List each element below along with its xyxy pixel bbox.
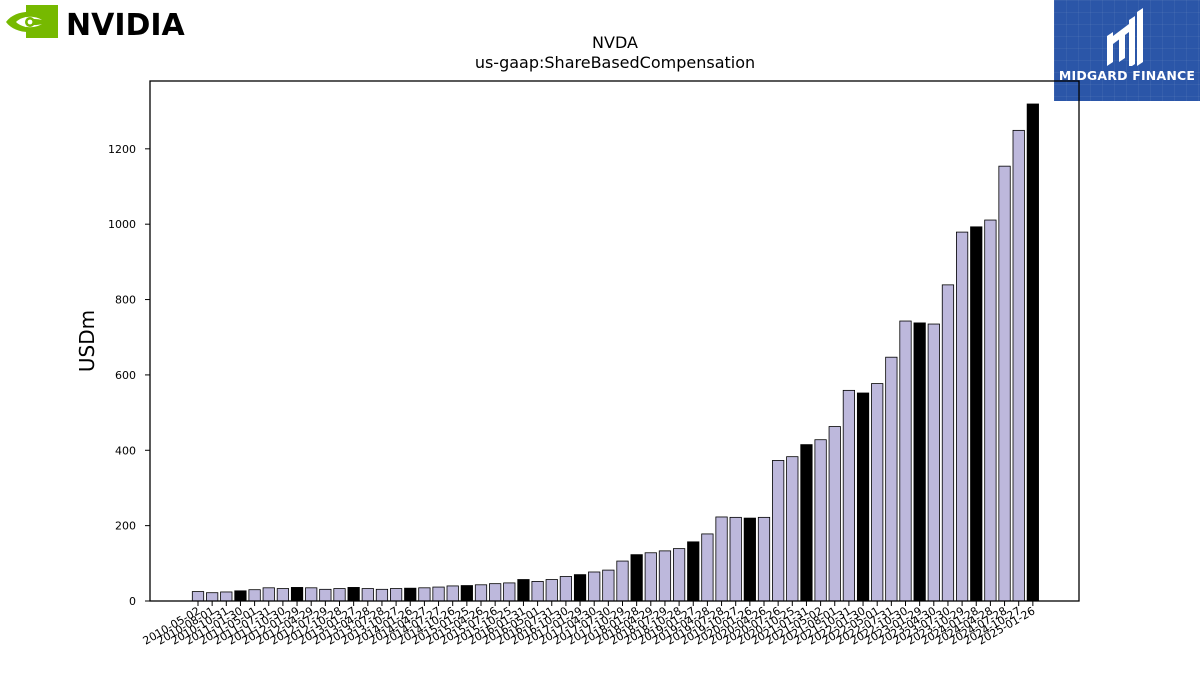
nvidia-eye-icon: NVIDIA xyxy=(6,5,186,43)
bar xyxy=(871,383,884,602)
chart-title: NVDA xyxy=(592,33,638,52)
bar xyxy=(616,560,629,602)
midgard-mark-icon xyxy=(1107,8,1143,66)
bar xyxy=(517,579,530,602)
y-axis-label: USDm xyxy=(75,310,99,372)
bar xyxy=(573,574,587,602)
midgard-finance-logo: MIDGARD FINANCE xyxy=(1054,0,1200,101)
bar xyxy=(814,439,827,602)
bar xyxy=(772,460,785,602)
y-tick-label: 1200 xyxy=(108,143,136,156)
bar xyxy=(984,219,997,602)
bar xyxy=(432,586,445,602)
plot-frame xyxy=(149,80,1080,602)
bar xyxy=(956,231,969,602)
bar xyxy=(602,569,615,602)
bar xyxy=(290,587,304,602)
bar xyxy=(489,583,502,602)
bar xyxy=(687,541,700,602)
bar xyxy=(842,389,856,602)
bar xyxy=(206,592,219,602)
bar xyxy=(970,226,983,602)
bars-group xyxy=(191,103,1039,602)
bar xyxy=(828,426,841,602)
bar xyxy=(786,456,799,602)
y-axis-ticks: 0 200 400 600 800 1000 1200 xyxy=(108,143,150,608)
bar xyxy=(927,323,940,602)
bar xyxy=(347,587,360,602)
bar xyxy=(743,517,756,602)
bar xyxy=(305,587,318,602)
bar xyxy=(234,590,247,602)
bar xyxy=(375,588,389,602)
bar xyxy=(856,392,870,602)
bar xyxy=(701,533,714,602)
bar xyxy=(913,322,926,602)
bar xyxy=(319,588,332,602)
bar xyxy=(474,584,488,602)
bar xyxy=(729,516,742,602)
nvidia-logo: NVIDIA xyxy=(4,3,196,43)
bar xyxy=(446,585,459,602)
bar xyxy=(1026,103,1039,602)
bar xyxy=(191,591,205,602)
nvidia-wordmark: NVIDIA xyxy=(66,8,186,41)
bar xyxy=(559,576,573,602)
bar xyxy=(248,589,261,602)
bar xyxy=(276,588,290,602)
y-tick-label: 800 xyxy=(115,294,136,307)
bar xyxy=(361,588,374,602)
bar xyxy=(220,591,233,602)
bar xyxy=(460,585,473,602)
bar xyxy=(644,552,657,602)
chart-subtitle: us-gaap:ShareBasedCompensation xyxy=(475,53,755,72)
bar xyxy=(545,579,558,602)
y-tick-label: 0 xyxy=(129,595,136,608)
bar xyxy=(885,356,898,602)
x-axis-ticks: 2010-05-022010-08-012010-10-312011-01-30… xyxy=(141,601,1037,648)
bar xyxy=(262,587,275,602)
bar xyxy=(998,165,1011,602)
midgard-finance-name: MIDGARD FINANCE xyxy=(1058,68,1196,83)
bar xyxy=(333,588,346,602)
bar xyxy=(757,516,771,602)
bar xyxy=(941,284,955,602)
bar xyxy=(800,444,813,602)
bar xyxy=(630,554,643,602)
y-tick-label: 600 xyxy=(115,369,136,382)
bar xyxy=(658,550,672,602)
bar xyxy=(673,548,686,602)
bar xyxy=(418,587,431,602)
bar xyxy=(503,582,516,602)
y-tick-label: 200 xyxy=(115,520,136,533)
bar xyxy=(531,581,544,602)
bar xyxy=(715,516,728,602)
bar xyxy=(1012,129,1025,602)
bar xyxy=(404,587,417,602)
bar xyxy=(389,588,403,602)
bar xyxy=(588,571,601,602)
y-tick-label: 400 xyxy=(115,444,136,457)
bar xyxy=(899,320,912,602)
y-tick-label: 1000 xyxy=(108,218,136,231)
